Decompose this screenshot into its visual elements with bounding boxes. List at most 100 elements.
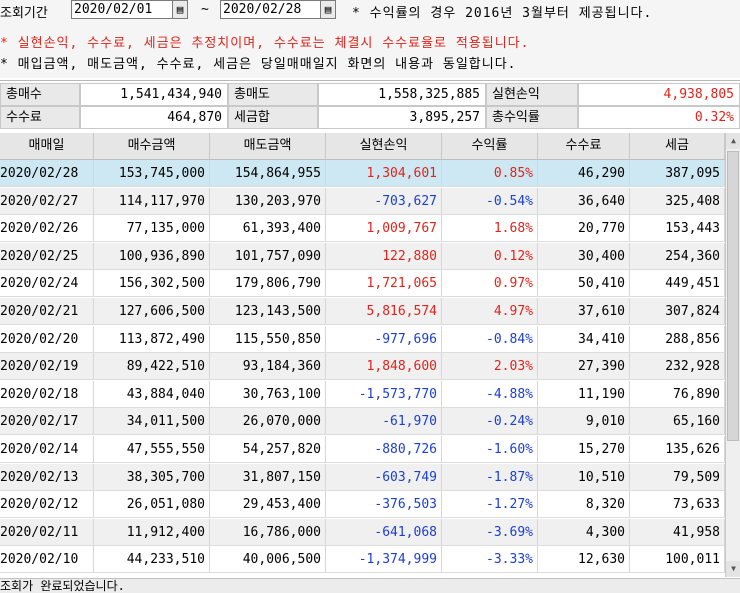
table-row[interactable]: 2020/02/12 26,051,080 29,453,400 -376,503 -1… <box>0 491 725 519</box>
table-row[interactable]: 2020/02/20 113,872,490 115,550,850 -977,696… <box>0 325 725 353</box>
period-label: 조회기간 <box>0 6 48 21</box>
cell-sell: 29,453,400 <box>210 491 326 518</box>
cell-buy: 153,745,000 <box>94 160 210 186</box>
cell-sell: 31,807,150 <box>210 463 326 490</box>
cell-buy: 26,051,080 <box>94 491 210 518</box>
cell-realized: 1,721,065 <box>326 270 442 297</box>
cell-return: 0.97% <box>442 270 538 297</box>
cell-return: -0.54% <box>442 187 538 214</box>
cell-tax: 73,633 <box>630 491 725 518</box>
col-header-return[interactable]: 수익률 <box>442 133 538 159</box>
col-header-sell[interactable]: 매도금액 <box>210 133 326 159</box>
cell-buy: 127,606,500 <box>94 298 210 324</box>
cell-realized: -1,573,770 <box>326 380 442 407</box>
cell-buy: 47,555,550 <box>94 436 210 462</box>
table-row[interactable]: 2020/02/17 34,011,500 26,070,000 -61,970 -0.… <box>0 408 725 436</box>
cell-return: -3.69% <box>442 518 538 545</box>
cell-sell: 26,070,000 <box>210 408 326 435</box>
cell-buy: 89,422,510 <box>94 353 210 380</box>
cell-buy: 34,011,500 <box>94 408 210 435</box>
cell-fee: 10,510 <box>538 463 630 490</box>
cell-date: 2020/02/10 <box>0 546 94 573</box>
cell-realized: 1,009,767 <box>326 215 442 242</box>
cell-buy: 38,305,700 <box>94 463 210 490</box>
cell-sell: 123,143,500 <box>210 298 326 324</box>
tax-value: 3,895,257 <box>318 106 486 129</box>
table-row[interactable]: 2020/02/18 43,884,040 30,763,100 -1,573,770… <box>0 380 725 408</box>
cell-return: -1.60% <box>442 436 538 462</box>
cell-sell: 115,550,850 <box>210 325 326 352</box>
cell-fee: 20,770 <box>538 215 630 242</box>
cell-realized: 1,848,600 <box>326 353 442 380</box>
cell-sell: 16,786,000 <box>210 518 326 545</box>
table-row[interactable]: 2020/02/19 89,422,510 93,184,360 1,848,600 2… <box>0 353 725 381</box>
table-row[interactable]: 2020/02/24 156,302,500 179,806,790 1,721,06… <box>0 270 725 298</box>
query-row: 조회기간 2020/02/01 ▤ ~ 2020/02/28 ▤ * 수익률의 … <box>0 0 740 22</box>
calendar-icon[interactable]: ▤ <box>320 0 336 19</box>
cell-fee: 46,290 <box>538 160 630 186</box>
table-row[interactable]: 2020/02/10 44,233,510 40,006,500 -1,374,999… <box>0 546 725 574</box>
cell-tax: 232,928 <box>630 353 725 380</box>
status-bar: 조회가 완료되었습니다. <box>0 578 740 593</box>
table-row[interactable]: 2020/02/26 77,135,000 61,393,400 1,009,767 1… <box>0 215 725 243</box>
tax-label: 세금합 <box>228 106 318 129</box>
end-date-input[interactable]: 2020/02/28 <box>220 0 332 19</box>
cell-sell: 154,864,955 <box>210 160 326 186</box>
table-row[interactable]: 2020/02/11 11,912,400 16,786,000 -641,068 -3… <box>0 518 725 546</box>
cell-fee: 4,300 <box>538 518 630 545</box>
cell-fee: 30,400 <box>538 242 630 269</box>
estimate-warning-note: * 실현손익, 수수료, 세금은 추정치이며, 수수료는 체결시 수수료율로 적… <box>0 36 530 51</box>
col-header-realized[interactable]: 실현손익 <box>326 133 442 159</box>
cell-tax: 387,095 <box>630 160 725 186</box>
table-row[interactable]: 2020/02/28 153,745,000 154,864,955 1,304,60… <box>0 160 725 187</box>
fee-value: 464,870 <box>80 106 228 129</box>
consistency-note: * 매입금액, 매도금액, 수수료, 세금은 당일매매일지 화면의 내용과 동일… <box>0 57 517 72</box>
cell-sell: 30,763,100 <box>210 380 326 407</box>
table-row[interactable]: 2020/02/21 127,606,500 123,143,500 5,816,57… <box>0 298 725 325</box>
cell-date: 2020/02/20 <box>0 325 94 352</box>
cell-date: 2020/02/18 <box>0 380 94 407</box>
col-header-buy[interactable]: 매수금액 <box>94 133 210 159</box>
cell-return: 2.03% <box>442 353 538 380</box>
cell-fee: 8,320 <box>538 491 630 518</box>
table-row[interactable]: 2020/02/27 114,117,970 130,203,970 -703,627… <box>0 187 725 215</box>
col-header-tax[interactable]: 세금 <box>630 133 725 159</box>
cell-realized: -61,970 <box>326 408 442 435</box>
cell-realized: -880,726 <box>326 436 442 462</box>
cell-date: 2020/02/14 <box>0 436 94 462</box>
start-date-input[interactable]: 2020/02/01 <box>71 0 183 19</box>
query-panel: 조회기간 2020/02/01 ▤ ~ 2020/02/28 ▤ * 수익률의 … <box>0 0 740 78</box>
cell-realized: 5,816,574 <box>326 298 442 324</box>
cell-date: 2020/02/26 <box>0 215 94 242</box>
cell-fee: 9,010 <box>538 408 630 435</box>
cell-date: 2020/02/28 <box>0 160 94 186</box>
cell-return: -1.87% <box>442 463 538 490</box>
realized-label: 실현손익 <box>486 83 578 106</box>
cell-sell: 179,806,790 <box>210 270 326 297</box>
scroll-down-icon[interactable]: ▼ <box>726 561 740 577</box>
cell-fee: 50,410 <box>538 270 630 297</box>
table-row[interactable]: 2020/02/13 38,305,700 31,807,150 -603,749 -1… <box>0 463 725 491</box>
fee-label: 수수료 <box>0 106 80 129</box>
cell-date: 2020/02/11 <box>0 518 94 545</box>
return-availability-note: * 수익률의 경우 2016년 3월부터 제공됩니다. <box>352 6 653 21</box>
cell-date: 2020/02/12 <box>0 491 94 518</box>
cell-tax: 41,958 <box>630 518 725 545</box>
col-header-date[interactable]: 매매일 <box>0 133 94 159</box>
table-row[interactable]: 2020/02/14 47,555,550 54,257,820 -880,726 -1… <box>0 436 725 463</box>
cell-return: 4.97% <box>442 298 538 324</box>
cell-buy: 114,117,970 <box>94 187 210 214</box>
scroll-up-icon[interactable]: ▲ <box>726 133 740 149</box>
cell-tax: 135,626 <box>630 436 725 462</box>
scrollbar-thumb[interactable] <box>727 151 739 441</box>
cell-buy: 11,912,400 <box>94 518 210 545</box>
cell-realized: -703,627 <box>326 187 442 214</box>
cell-buy: 113,872,490 <box>94 325 210 352</box>
cell-date: 2020/02/13 <box>0 463 94 490</box>
cell-tax: 325,408 <box>630 187 725 214</box>
col-header-fee[interactable]: 수수료 <box>538 133 630 159</box>
cell-fee: 11,190 <box>538 380 630 407</box>
vertical-scrollbar[interactable]: ▲ ▼ <box>725 133 740 577</box>
calendar-icon[interactable]: ▤ <box>172 0 188 19</box>
table-row[interactable]: 2020/02/25 100,936,890 101,757,090 122,880 0… <box>0 242 725 270</box>
